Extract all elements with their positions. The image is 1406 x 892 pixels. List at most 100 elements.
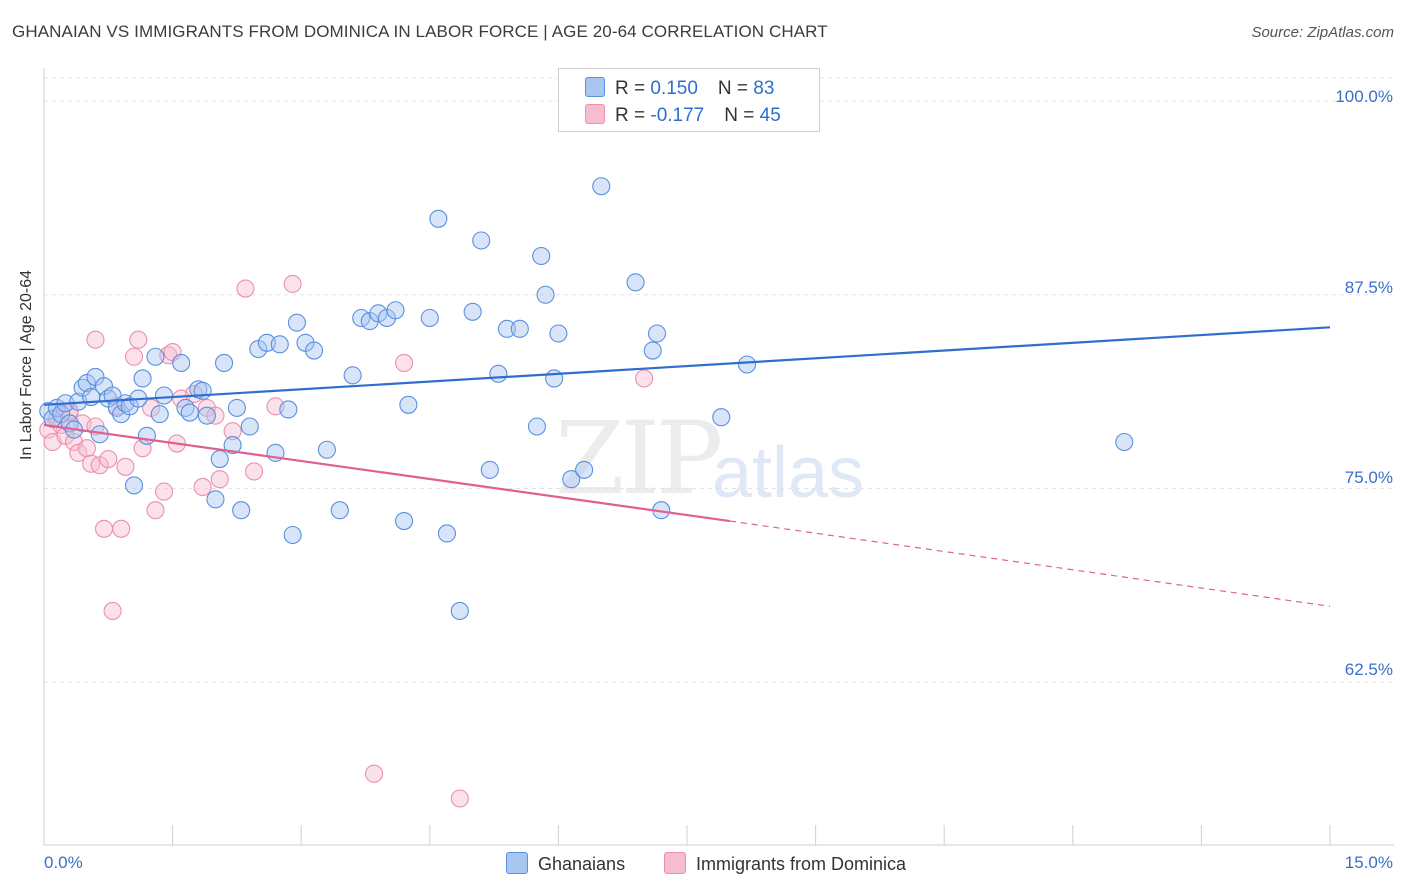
ghanaian-point — [287, 313, 306, 332]
r-value: 0.150 — [650, 78, 698, 99]
blue-swatch-icon — [585, 77, 605, 97]
r-label: R = — [615, 105, 651, 126]
dominica-point — [450, 789, 469, 808]
ghanaian-point — [592, 177, 611, 196]
ghanaian-point — [737, 355, 757, 374]
legend-row-dominica: R = -0.177 N = 45 — [585, 104, 781, 127]
dominica-trendline-extrapolated — [729, 520, 1331, 607]
y-tick-label: 62.5% — [1344, 660, 1393, 679]
watermark-atlas: atlas — [712, 433, 865, 513]
ghanaian-point — [154, 386, 174, 405]
ghanaian-point — [223, 436, 242, 455]
ghanaian-point — [712, 408, 731, 427]
watermark-zip: ZIP — [555, 400, 723, 517]
ghanaian-point — [369, 304, 388, 323]
dominica-point — [112, 519, 131, 538]
x-tick-label: 0.0% — [44, 853, 83, 872]
dominica-trendline — [43, 423, 731, 523]
dominica-point — [129, 330, 148, 349]
dominica-point — [124, 347, 144, 366]
ghanaian-point — [317, 440, 336, 459]
ghanaian-point — [180, 403, 199, 422]
ghanaian-point — [545, 369, 564, 388]
ghanaian-point — [420, 308, 439, 328]
ghanaian-point — [575, 460, 594, 479]
ghanaian-point — [206, 490, 225, 509]
dominica-point — [77, 439, 96, 458]
ghanaian-point — [283, 525, 302, 545]
dominica-point — [244, 462, 264, 481]
ghanaian-point — [172, 353, 191, 373]
ghanaian-point — [510, 319, 529, 338]
ghanaian-point — [429, 209, 448, 228]
ghanaian-trendline — [43, 326, 1331, 406]
ghanaian-point — [227, 398, 246, 417]
ghanaian-point — [497, 319, 517, 338]
ghanaian-point — [450, 601, 469, 621]
ghanaian-point — [137, 426, 156, 445]
ghanaian-point — [536, 285, 555, 304]
ghanaian-point — [232, 501, 251, 520]
ghanaian-point — [562, 470, 581, 489]
ghanaian-point — [399, 395, 418, 414]
legend-label: Ghanaians — [538, 854, 626, 874]
n-label: N = — [717, 78, 754, 99]
blue-swatch-icon — [506, 852, 528, 874]
legend-row-ghanaians: R = 0.150 N = 83 — [585, 77, 774, 100]
r-label: R = — [615, 78, 651, 99]
y-axis-label: In Labor Force | Age 20-64 — [18, 269, 35, 460]
dominica-point — [395, 353, 414, 373]
n-value: 83 — [753, 78, 775, 99]
dominica-point — [154, 482, 174, 501]
y-tick-label: 87.5% — [1344, 278, 1393, 297]
dominica-point — [94, 519, 114, 538]
dominica-point — [103, 601, 122, 621]
ghanaian-point — [386, 301, 405, 320]
pink-swatch-icon — [664, 852, 686, 874]
ghanaian-point — [124, 476, 144, 495]
dominica-point — [236, 279, 255, 298]
ghanaian-point — [305, 341, 324, 360]
ghanaian-point — [197, 406, 216, 425]
ghanaian-point — [150, 405, 169, 424]
dominica-point — [86, 330, 105, 349]
ghanaian-point — [210, 449, 229, 469]
legend-item-dominica: Immigrants from Dominica — [664, 852, 906, 875]
ghanaian-point — [279, 400, 298, 419]
ghanaian-point — [643, 341, 662, 360]
chart-title: GHANAIAN VS IMMIGRANTS FROM DOMINICA IN … — [12, 22, 828, 41]
ghanaian-point — [472, 231, 491, 250]
dominica-point — [116, 457, 135, 476]
ghanaian-point — [489, 364, 508, 383]
legend-item-ghanaians: Ghanaians — [506, 852, 625, 875]
ghanaian-point — [437, 524, 456, 543]
dominica-point — [99, 449, 118, 469]
ghanaian-point — [463, 302, 482, 321]
ghanaian-point — [527, 417, 547, 436]
dominica-point — [146, 501, 165, 520]
dominica-point — [69, 443, 88, 462]
x-tick-label: 15.0% — [1344, 853, 1393, 872]
n-label: N = — [724, 105, 760, 126]
ghanaian-point — [549, 324, 568, 343]
ghanaian-point — [146, 347, 165, 366]
ghanaian-point — [532, 246, 551, 266]
ghanaian-point — [240, 417, 259, 436]
ghanaian-point — [133, 369, 152, 388]
ghanaian-point — [330, 501, 349, 520]
r-value: -0.177 — [650, 105, 705, 126]
dominica-point — [210, 470, 229, 489]
dominica-point — [365, 764, 384, 783]
dominica-point — [193, 477, 212, 497]
y-tick-label: 75.0% — [1344, 468, 1393, 487]
ghanaian-point — [270, 335, 289, 354]
ghanaian-point — [343, 366, 362, 385]
ghanaian-point — [626, 273, 645, 292]
pink-swatch-icon — [585, 104, 605, 124]
correlation-legend: R = 0.150 N = 83 R = -0.177 N = 45 — [558, 68, 820, 132]
y-tick-label: 100.0% — [1335, 87, 1393, 106]
dominica-point — [223, 422, 242, 441]
legend-label: Immigrants from Dominica — [696, 854, 907, 874]
ghanaian-point — [395, 511, 414, 531]
